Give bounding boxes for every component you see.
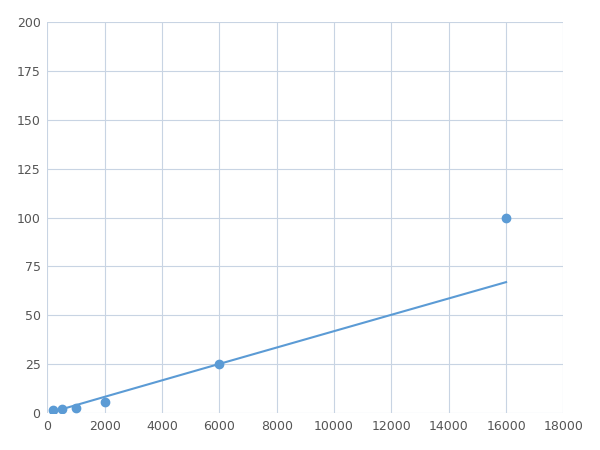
Point <box>215 361 224 368</box>
Point <box>49 407 58 414</box>
Point <box>100 398 110 405</box>
Point <box>71 405 81 412</box>
Point <box>57 406 67 413</box>
Point <box>501 214 511 221</box>
